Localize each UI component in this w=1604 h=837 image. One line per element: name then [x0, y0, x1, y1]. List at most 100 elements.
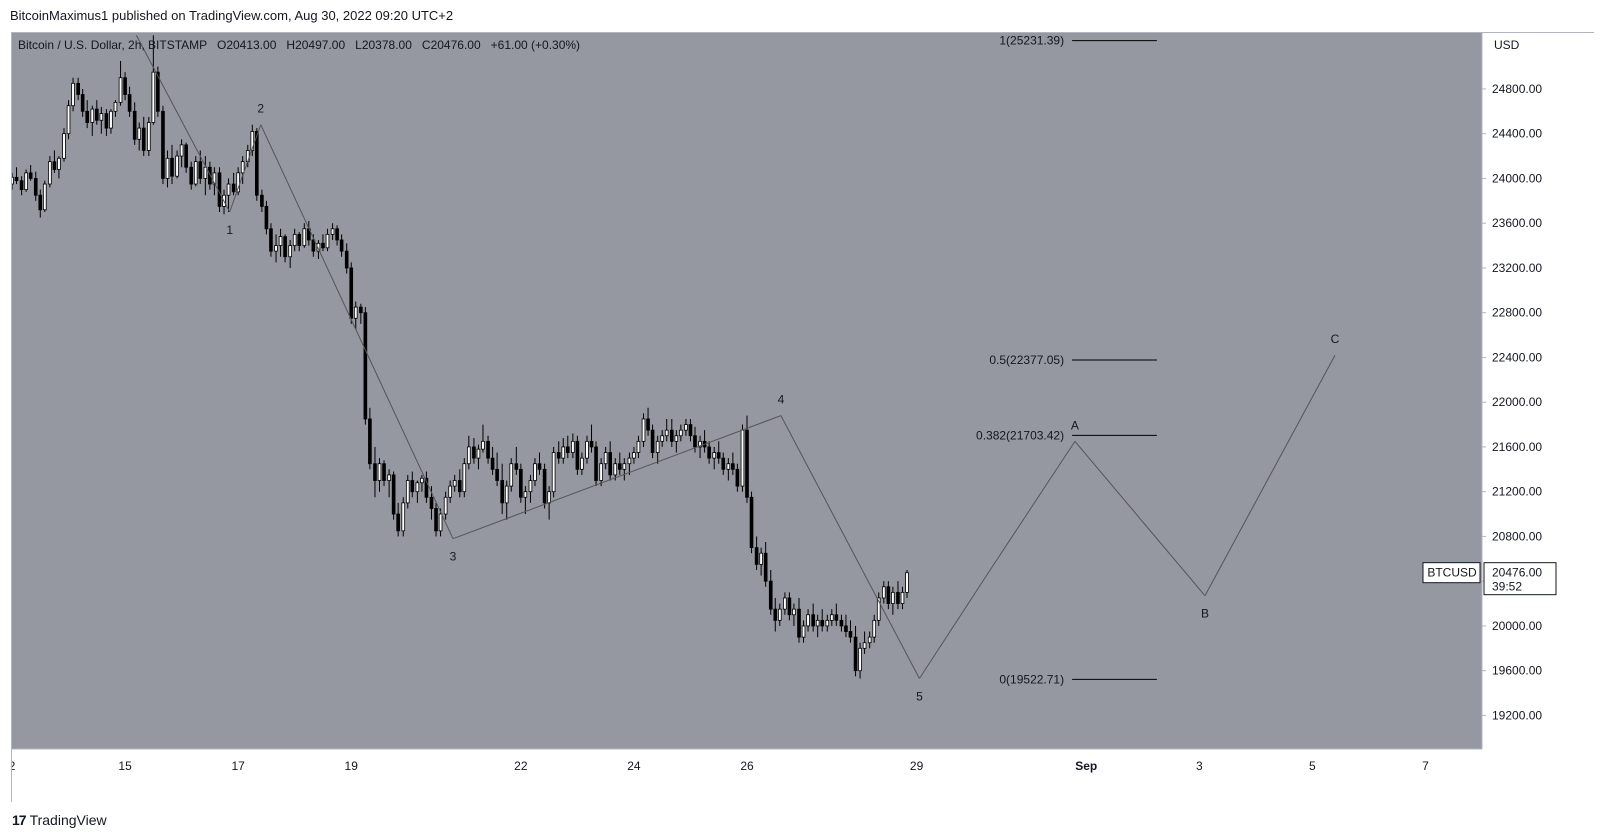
candle-body: [321, 242, 325, 249]
wave-segment: [989, 441, 1076, 571]
candle-body: [467, 446, 471, 465]
candle-body: [754, 547, 759, 565]
candle-body: [118, 77, 123, 103]
candle-body: [806, 614, 810, 627]
candle-body: [349, 267, 354, 319]
candle-body: [664, 429, 669, 437]
candle-body: [589, 440, 594, 448]
candle-body: [396, 513, 400, 532]
candle-body: [19, 180, 24, 191]
price-tick-label: 24800.00: [1492, 82, 1542, 96]
candle-body: [472, 446, 476, 459]
candle-body: [344, 250, 349, 269]
candle-body: [236, 172, 240, 193]
price-chart[interactable]: 19200.0019600.0020000.0020400.0020800.00…: [12, 33, 1595, 803]
candle-body: [377, 463, 382, 481]
currency-label: USD: [1494, 38, 1520, 52]
ohlc-open: 20413.00: [226, 38, 277, 52]
candle-body: [636, 440, 641, 453]
candle-body: [33, 178, 38, 196]
candle-body: [476, 448, 481, 459]
candle-body: [528, 480, 533, 493]
candle-body: [231, 183, 236, 193]
candle-body: [783, 597, 787, 610]
last-price-countdown: 39:52: [1492, 580, 1522, 594]
ohlc-high-label: H: [286, 38, 296, 52]
candle-body: [792, 608, 796, 616]
price-axis: 19200.0019600.0020000.0020400.0020800.00…: [1422, 33, 1595, 803]
candle-body: [829, 614, 834, 621]
footer-logo[interactable]: 17 TradingView: [12, 812, 107, 828]
candle-body: [353, 306, 358, 319]
candle-body: [302, 228, 307, 246]
candle-body: [495, 468, 499, 481]
candle-body: [457, 480, 462, 493]
candle-body: [217, 172, 222, 207]
candle-body: [368, 418, 372, 465]
candle-body: [617, 463, 622, 470]
candle-body: [726, 463, 731, 470]
candle-body: [71, 82, 75, 107]
candle-body: [763, 552, 768, 582]
candle-body: [269, 228, 273, 252]
wave-label: A: [1071, 418, 1079, 432]
candle-body: [66, 105, 71, 135]
candle-body: [839, 619, 844, 627]
candle-body: [811, 614, 815, 627]
candle-body: [580, 457, 584, 470]
candle-body: [24, 172, 28, 191]
candle-body: [684, 424, 688, 431]
symbol-tag-box: [1422, 562, 1481, 584]
candle-body: [768, 580, 773, 610]
last-price-value: 20476.00: [1492, 566, 1542, 580]
candle-body: [599, 463, 603, 481]
candle-body: [123, 77, 127, 95]
candle-body: [886, 586, 891, 604]
candle-body: [481, 440, 485, 450]
plot-background: [12, 33, 1482, 749]
wave-segment: [260, 124, 454, 539]
candle-body: [627, 457, 632, 465]
candle-body: [325, 233, 330, 249]
candle-body: [891, 591, 895, 604]
candle-body: [646, 418, 650, 431]
candle-body: [429, 496, 434, 509]
time-tick-label: 7: [1422, 759, 1429, 773]
time-tick-label: 22: [514, 759, 528, 773]
fib-level-label: 0.5(22377.05): [989, 353, 1064, 367]
wave-label: C: [1331, 332, 1340, 346]
ohlc-change: +61.00 (+0.30%): [490, 38, 581, 52]
price-tick-label: 19200.00: [1492, 708, 1542, 722]
candle-body: [731, 463, 735, 470]
candle-body: [561, 446, 566, 459]
candle-body: [260, 194, 264, 207]
candle-body: [42, 183, 47, 211]
candle-body: [632, 452, 636, 459]
candle-body: [85, 110, 90, 123]
candle-body: [556, 452, 561, 459]
candle-body: [896, 591, 900, 604]
candle-body: [387, 474, 391, 481]
time-tick-label: 2: [12, 759, 16, 773]
last-price-box: [1483, 562, 1557, 596]
candle-body: [712, 452, 717, 459]
candle-body: [274, 245, 278, 252]
candle-body: [594, 446, 598, 481]
time-tick-label: 19: [345, 759, 359, 773]
candle-body: [655, 440, 660, 453]
candle-body: [509, 463, 514, 487]
ohlc-close-label: C: [421, 38, 431, 52]
candle-body: [490, 457, 495, 470]
time-axis: 2 15 17 19 22 24 26 29 Sep 3 5 7: [12, 748, 1595, 803]
candle-body: [250, 131, 255, 151]
ohlc-low: 20378.00: [361, 38, 412, 52]
candle-body: [745, 429, 749, 498]
candle-body: [504, 485, 509, 504]
candle-body: [547, 491, 551, 504]
price-axis-background: [1482, 33, 1595, 803]
chart-frame[interactable]: 19200.0019600.0020000.0020400.0020800.00…: [11, 32, 1595, 803]
candle-body: [382, 463, 386, 481]
candle-body: [523, 491, 528, 498]
candle-body: [622, 463, 627, 470]
candle-body: [193, 161, 198, 185]
